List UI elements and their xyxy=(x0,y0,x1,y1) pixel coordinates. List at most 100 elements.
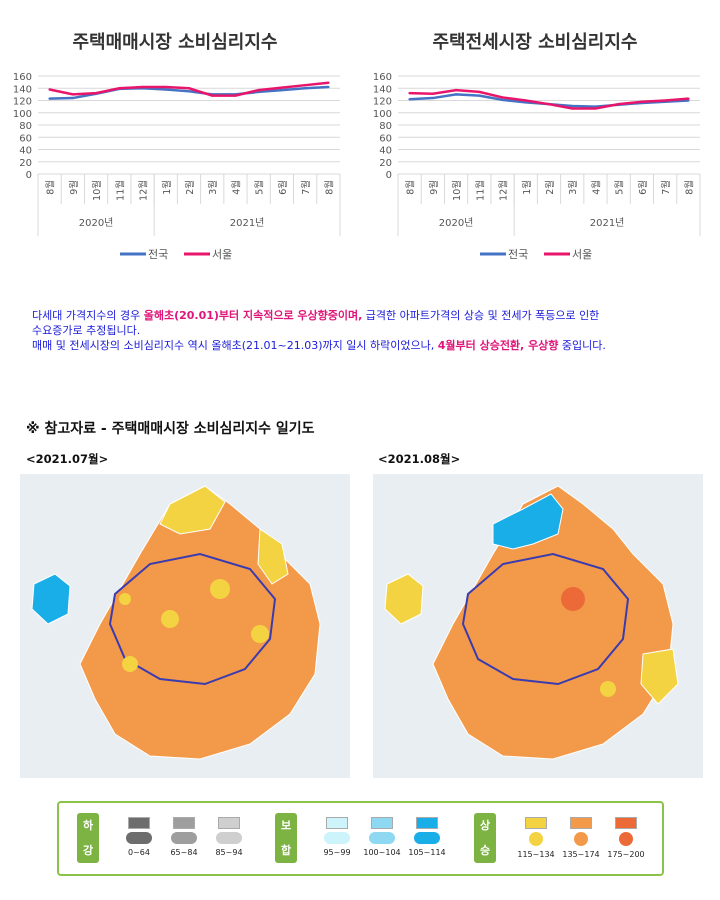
data-point xyxy=(408,91,411,95)
july-map-svg xyxy=(31,485,321,760)
x-tick-label: 11월 xyxy=(114,180,126,201)
legend-item: 115~134 xyxy=(506,817,566,859)
data-point xyxy=(478,94,481,97)
y-tick-label: 120 xyxy=(13,97,32,108)
data-point xyxy=(280,88,284,92)
legend-item: 105~114 xyxy=(397,817,457,857)
year-label: 2021년 xyxy=(590,217,625,229)
x-tick-label: 7월 xyxy=(660,180,672,195)
x-tick-label: 3월 xyxy=(207,180,219,195)
data-point xyxy=(594,107,597,110)
y-tick-label: 80 xyxy=(379,121,392,132)
series-line-seoul xyxy=(409,88,689,110)
desc-highlight: 올해초(20.01)부터 지속적으로 우상향중이며, xyxy=(143,309,363,322)
light-cloud-icon xyxy=(324,832,350,844)
data-point xyxy=(164,85,167,89)
data-point xyxy=(617,102,620,106)
hot-sun-icon xyxy=(619,832,633,846)
x-tick-label: 9월 xyxy=(428,180,440,195)
legend-item: 135~174 xyxy=(551,817,611,859)
x-tick-label: 12월 xyxy=(138,180,150,201)
data-point xyxy=(71,96,75,100)
x-tick-label: 4월 xyxy=(230,180,242,195)
x-tick-label: 6월 xyxy=(637,180,649,195)
data-point xyxy=(501,98,504,102)
sun-icon xyxy=(529,832,543,846)
y-tick-label: 160 xyxy=(13,72,32,83)
map-august xyxy=(373,474,703,778)
chart-title: 주택매매시장 소비심리지수 xyxy=(72,32,278,53)
bright-sun-icon xyxy=(574,832,588,846)
x-tick-label: 8월 xyxy=(683,180,695,195)
data-point xyxy=(48,88,51,91)
desc-line-1: 다세대 가격지수의 경우 올해초(20.01)부터 지속적으로 우상향중이며, … xyxy=(32,308,692,323)
data-point xyxy=(327,81,330,84)
y-tick-label: 60 xyxy=(379,133,392,144)
map-july xyxy=(20,474,350,778)
y-tick-label: 100 xyxy=(373,109,392,120)
data-point xyxy=(478,90,481,94)
y-tick-label: 40 xyxy=(379,146,392,157)
description-text: 다세대 가격지수의 경우 올해초(20.01)부터 지속적으로 우상향중이며, … xyxy=(32,308,692,353)
heavy-rain-icon xyxy=(126,832,152,844)
data-point xyxy=(118,87,121,90)
data-point xyxy=(327,85,330,89)
data-point xyxy=(571,107,574,110)
desc-text: 다세대 가격지수의 경우 xyxy=(32,309,144,322)
data-point xyxy=(663,99,667,102)
data-point xyxy=(141,85,144,89)
legend-label: 서울 xyxy=(212,248,232,261)
rain-icon xyxy=(171,832,197,844)
x-tick-label: 4월 xyxy=(590,180,602,195)
data-point xyxy=(48,97,51,100)
y-tick-label: 140 xyxy=(13,84,32,95)
legend-label: 전국 xyxy=(148,248,168,261)
x-tick-label: 5월 xyxy=(254,180,266,195)
map-july-label: <2021.07월> xyxy=(26,452,109,466)
legend-item: 95~99 xyxy=(307,817,367,857)
x-tick-label: 9월 xyxy=(68,180,80,195)
data-point xyxy=(454,93,458,96)
data-point xyxy=(71,93,75,96)
data-point xyxy=(431,96,435,100)
x-tick-label: 8월 xyxy=(323,180,335,195)
data-point xyxy=(303,83,307,87)
x-tick-label: 1월 xyxy=(161,180,173,195)
cloud-icon xyxy=(216,832,242,844)
data-point xyxy=(640,100,644,103)
x-tick-label: 8월 xyxy=(45,180,57,195)
data-point xyxy=(547,102,551,106)
legend-item: 175~200 xyxy=(596,817,656,859)
y-tick-label: 80 xyxy=(19,121,32,132)
x-tick-label: 7월 xyxy=(300,180,312,195)
legend-item: 0~64 xyxy=(109,817,169,857)
x-tick-label: 8월 xyxy=(405,180,417,195)
data-point xyxy=(524,99,527,102)
y-tick-label: 100 xyxy=(13,109,32,120)
y-tick-label: 40 xyxy=(19,146,32,157)
data-point xyxy=(211,94,214,97)
data-point xyxy=(431,92,435,95)
x-tick-label: 2월 xyxy=(544,180,556,195)
legend-label: 전국 xyxy=(508,248,528,261)
desc-text: 중입니다. xyxy=(558,339,606,352)
year-label: 2020년 xyxy=(79,217,114,229)
legend-label: 서울 xyxy=(572,248,592,261)
y-tick-label: 20 xyxy=(379,158,392,169)
data-point xyxy=(280,86,284,89)
chart-title: 주택전세시장 소비심리지수 xyxy=(432,32,638,53)
desc-highlight: 4월부터 상승전환, 우상향 xyxy=(437,339,559,352)
x-tick-label: 12월 xyxy=(498,180,510,201)
desc-line-2: 수요증가로 추정됩니다. xyxy=(32,324,141,337)
year-label: 2020년 xyxy=(439,217,474,229)
data-point xyxy=(454,88,458,92)
year-label: 2021년 xyxy=(230,217,265,229)
jeonse-sentiment-chart: 주택전세시장 소비심리지수 0 20 40 60 80 100 120 140 160 8월 9월 1… xyxy=(360,28,710,278)
data-point xyxy=(687,97,690,100)
y-tick-label: 0 xyxy=(386,170,392,181)
data-point xyxy=(303,87,307,90)
x-tick-label: 3월 xyxy=(567,180,579,195)
